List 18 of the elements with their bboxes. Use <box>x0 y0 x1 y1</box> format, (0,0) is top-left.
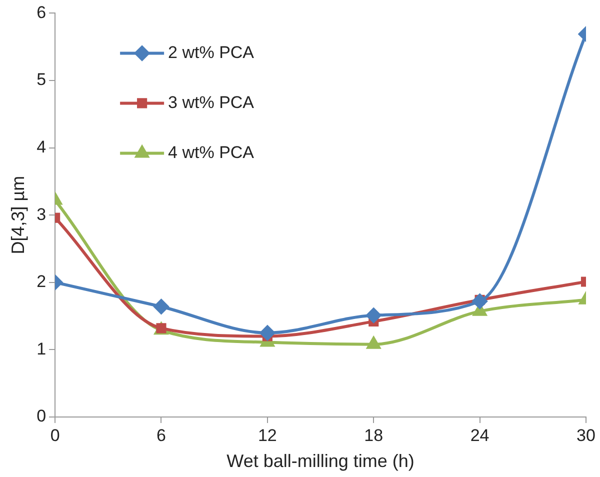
x-tick-label: 0 <box>50 426 60 445</box>
x-tick-label: 18 <box>364 426 384 445</box>
x-tick-label: 24 <box>470 426 490 445</box>
x-tick-label: 6 <box>156 426 166 445</box>
legend-label: 4 wt% PCA <box>168 142 255 162</box>
x-axis-title: Wet ball-milling time (h) <box>226 451 414 472</box>
legend-label: 2 wt% PCA <box>168 42 255 62</box>
y-tick-label: 6 <box>36 2 46 22</box>
y-axis-title: D[4,3] µm <box>8 176 28 254</box>
legend-label: 3 wt% PCA <box>168 92 255 112</box>
y-tick-label: 1 <box>36 339 46 358</box>
y-tick-label: 4 <box>36 137 46 156</box>
x-tick-label: 12 <box>258 426 277 445</box>
y-tick-label: 3 <box>36 204 46 224</box>
y-tick-label: 0 <box>36 406 46 426</box>
y-tick-label: 5 <box>36 70 46 90</box>
x-tick-label: 30 <box>576 426 596 445</box>
y-tick-label: 2 <box>36 272 46 292</box>
